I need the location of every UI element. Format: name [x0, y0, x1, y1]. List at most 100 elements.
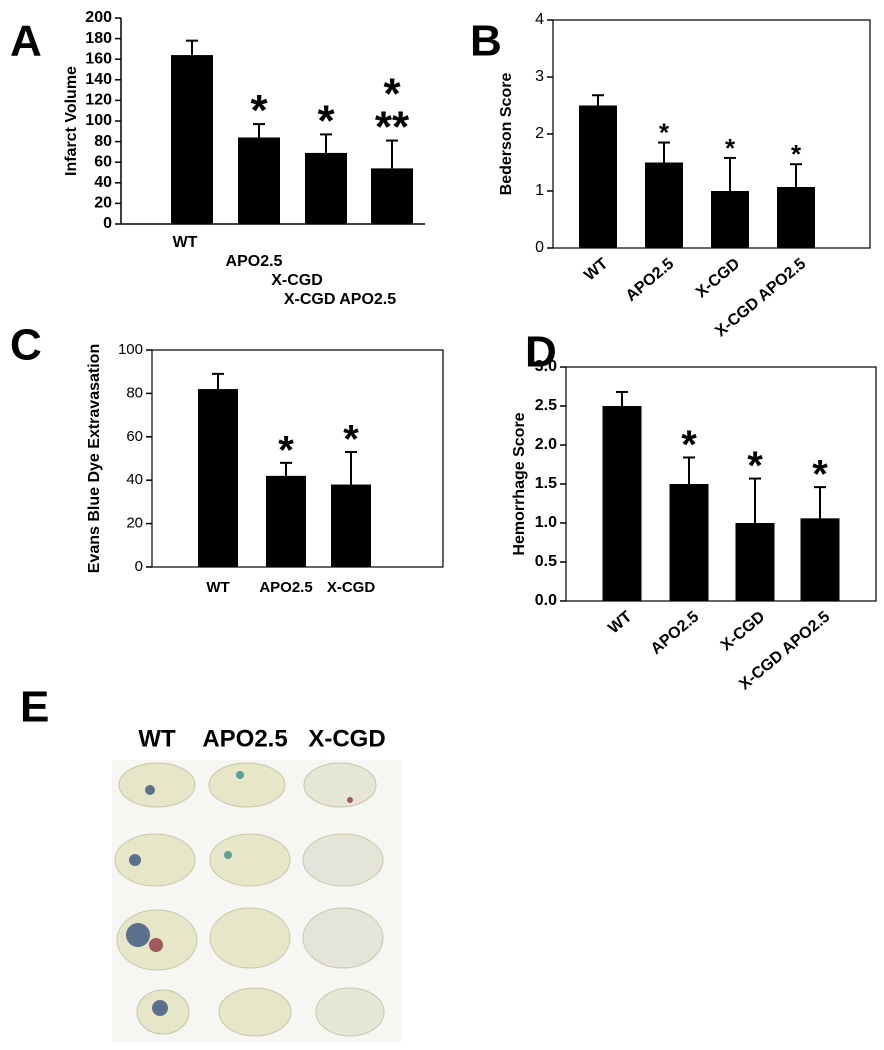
x-tick-label: WT	[206, 579, 229, 596]
brain-slices	[112, 760, 402, 1042]
significance-mark: *	[250, 86, 268, 135]
plot-frame	[565, 366, 877, 602]
y-tick-label: 2.5	[535, 397, 557, 414]
significance-mark: *	[725, 133, 736, 163]
y-tick-label: 3.0	[535, 358, 557, 375]
slice	[208, 762, 286, 808]
y-tick-label: 0	[135, 558, 143, 575]
dye-spot	[347, 797, 353, 803]
x-tick-label: X-CGD	[327, 579, 376, 596]
y-tick-label: 180	[85, 30, 112, 47]
x-tick-label: WT	[173, 234, 198, 251]
significance-mark: *	[343, 418, 359, 462]
y-tick-label: 80	[126, 384, 143, 401]
panel-label: B	[470, 17, 502, 66]
column-label: X-CGD	[308, 725, 385, 752]
y-tick-label: 0	[103, 215, 112, 232]
significance-mark: *	[278, 428, 294, 472]
panel-label: C	[10, 321, 42, 370]
bar	[579, 105, 617, 248]
y-tick-label: 60	[94, 153, 112, 170]
y-tick-label: 80	[94, 133, 112, 150]
slice	[114, 833, 196, 887]
panel-label: A	[10, 17, 42, 66]
bar	[735, 523, 775, 601]
x-tick-label: WT	[605, 608, 635, 637]
x-tick-label: APO2.5	[259, 579, 312, 596]
bar	[800, 518, 840, 601]
y-tick-label: 1.5	[535, 475, 557, 492]
y-tick-label: 160	[85, 50, 112, 67]
y-tick-label: 200	[85, 9, 112, 26]
dye-spot	[149, 938, 163, 952]
panel-label: E	[20, 683, 49, 732]
slice	[209, 907, 291, 969]
significance-mark: *	[812, 453, 828, 497]
bar	[669, 484, 709, 601]
bar	[331, 484, 371, 567]
dye-spot	[126, 923, 150, 947]
bar	[602, 406, 642, 601]
significance-mark: *	[383, 70, 401, 119]
slice	[209, 833, 291, 887]
y-tick-label: 0	[535, 239, 544, 256]
dye-spot	[152, 1000, 168, 1016]
significance-mark: *	[681, 423, 697, 467]
bar	[711, 191, 749, 248]
y-tick-label: 40	[94, 174, 112, 191]
x-tick-label: X-CGD	[718, 608, 768, 654]
significance-mark: *	[659, 118, 670, 148]
bar	[266, 475, 306, 567]
x-tick-label: APO2.5	[648, 608, 703, 658]
bar	[305, 152, 347, 224]
y-axis-label: Infarct Volume	[63, 66, 80, 176]
slice	[315, 987, 385, 1037]
bar	[198, 389, 238, 567]
y-tick-label: 20	[94, 195, 112, 212]
y-tick-label: 4	[535, 11, 544, 28]
y-tick-label: 1	[535, 182, 544, 199]
y-tick-label: 3	[535, 68, 544, 85]
significance-mark: **	[375, 103, 410, 152]
bar	[371, 168, 413, 224]
y-tick-label: 100	[118, 341, 143, 358]
dye-spot	[224, 851, 232, 859]
x-tick-label: APO2.5	[623, 255, 678, 305]
y-tick-label: 140	[85, 71, 112, 88]
x-tick-label: X-CGD	[693, 255, 743, 301]
y-tick-label: 120	[85, 92, 112, 109]
y-tick-label: 2.0	[535, 436, 557, 453]
significance-mark: *	[791, 139, 802, 169]
y-tick-label: 1.0	[535, 514, 557, 531]
significance-mark: *	[747, 444, 763, 488]
dye-spot	[129, 854, 141, 866]
y-tick-label: 20	[126, 515, 143, 532]
slice	[118, 762, 196, 808]
y-tick-label: 40	[126, 471, 143, 488]
y-tick-label: 2	[535, 125, 544, 142]
slice	[302, 833, 384, 887]
slice	[303, 762, 377, 808]
y-tick-label: 60	[126, 428, 143, 445]
bar	[171, 55, 213, 224]
x-tick-label: X-CGD	[271, 272, 323, 289]
slice	[302, 907, 384, 969]
dye-spot	[145, 785, 155, 795]
y-axis-label: Hemorrhage Score	[511, 412, 528, 555]
significance-mark: *	[317, 96, 335, 145]
panel-label: D	[525, 328, 557, 377]
x-tick-label: APO2.5	[226, 253, 283, 270]
y-tick-label: 100	[85, 112, 112, 129]
x-tick-label: WT	[581, 255, 611, 284]
slice	[218, 987, 292, 1037]
dye-spot	[236, 771, 244, 779]
bar	[238, 137, 280, 224]
bar	[645, 162, 683, 248]
y-tick-label: 0.0	[535, 592, 557, 609]
y-tick-label: 0.5	[535, 553, 557, 570]
bar	[777, 187, 815, 248]
y-axis-label: Evans Blue Dye Extravasation	[86, 344, 103, 573]
y-axis-label: Bederson Score	[498, 73, 515, 196]
column-label: APO2.5	[202, 725, 287, 752]
